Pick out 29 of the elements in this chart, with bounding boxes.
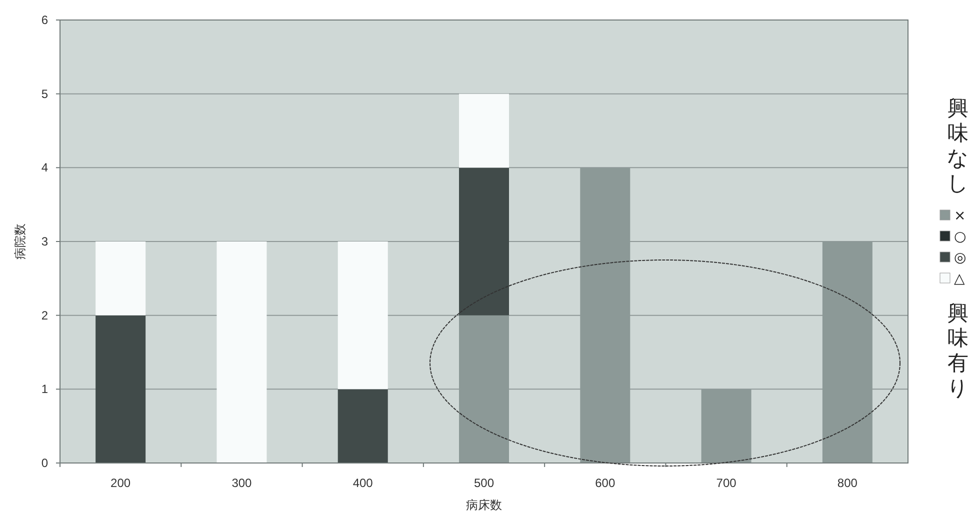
bar: [96, 315, 146, 463]
legend-label: ◎: [954, 250, 966, 266]
y-tick-label: 6: [41, 13, 48, 27]
text: 興味なし: [947, 97, 969, 195]
bar: [338, 389, 388, 463]
x-tick-label: 200: [110, 476, 131, 490]
bar: [459, 94, 509, 168]
bar: [459, 168, 509, 316]
legend-label: ×: [954, 208, 966, 224]
y-tick-label: 5: [41, 86, 48, 101]
bar: [216, 242, 267, 463]
x-axis-title: 病床数: [466, 498, 502, 512]
y-tick-label: 4: [41, 160, 48, 175]
y-tick-label: 3: [41, 234, 48, 248]
x-tick-label: 300: [232, 476, 252, 490]
bar: [96, 242, 146, 316]
x-tick-label: 800: [837, 476, 858, 490]
text: 興味有り: [947, 302, 969, 400]
x-tick-label: 700: [716, 476, 737, 490]
x-tick-label: 600: [595, 476, 616, 490]
x-tick-label: 400: [352, 476, 374, 490]
x-tick-label: 500: [474, 476, 494, 490]
y-tick-label: 2: [41, 308, 48, 322]
y-tick-label: 0: [41, 456, 48, 470]
y-axis-title: 病院数: [13, 224, 27, 260]
legend-label: △: [954, 271, 965, 287]
legend-label: ○: [954, 229, 966, 245]
y-tick-label: 1: [41, 382, 48, 396]
bar: [338, 242, 388, 390]
